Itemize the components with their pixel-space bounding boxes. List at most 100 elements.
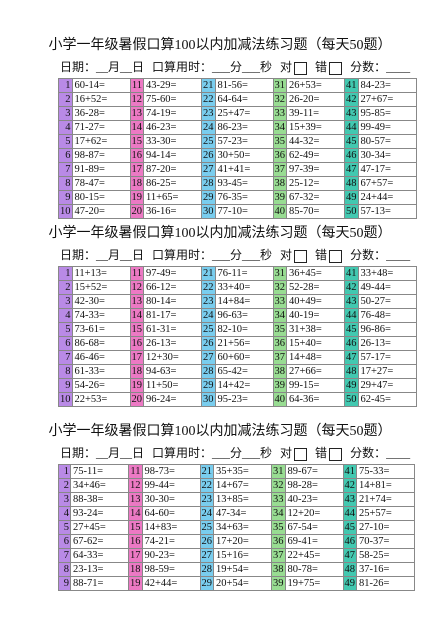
worksheet-title: 小学一年级暑假口算100以内加减法练习题（每天50题） <box>48 424 392 439</box>
problem-text: 62-45= <box>357 392 417 407</box>
problem-text: 25-12= <box>286 176 345 191</box>
problem-number: 39 <box>271 576 286 591</box>
problem-text: 27+67= <box>357 92 417 107</box>
problem-number: 5 <box>58 322 73 337</box>
problem-text: 88-38= <box>70 492 129 507</box>
problem-number: 38 <box>271 562 286 577</box>
problem-text: 82-10= <box>214 322 274 337</box>
info-field: 错 <box>315 246 343 263</box>
problem-text: 29+47= <box>357 378 417 393</box>
problem-number: 48 <box>342 562 357 577</box>
problem-number: 6 <box>58 336 73 351</box>
problem-row: 3 88-38= 13 30-30= 23 13+85= 33 40-23= 43 21+74= <box>58 492 415 507</box>
problem-text: 43-29= <box>143 78 202 93</box>
problem-text: 50-27= <box>357 294 417 309</box>
problem-number: 32 <box>272 280 287 295</box>
problem-text: 86-68= <box>71 336 131 351</box>
problem-number: 2 <box>58 478 71 493</box>
problem-text: 36+45= <box>286 266 345 281</box>
problem-number: 34 <box>272 120 287 135</box>
problem-text: 88-71= <box>70 576 129 591</box>
problem-text: 31+38= <box>286 322 345 337</box>
problem-row: 9 80-15= 19 11+65= 29 76-35= 39 67-32= 49 24+44= <box>58 190 417 205</box>
problem-row: 6 98-87= 16 94-14= 26 30+50= 36 62-49= 46 30-34= <box>58 148 417 163</box>
problem-number: 21 <box>199 464 214 479</box>
problem-text: 14+84= <box>214 294 274 309</box>
info-field: 分数：____ <box>350 60 411 74</box>
problem-number: 16 <box>129 336 144 351</box>
info-line: 日期：__月__日 口算用时：___分___秒对错分数：____ <box>60 58 410 75</box>
problem-text: 24+44= <box>357 190 417 205</box>
problem-number: 22 <box>201 92 216 107</box>
problem-number: 3 <box>58 492 71 507</box>
problem-text: 60+60= <box>214 350 274 365</box>
problem-text: 69-41= <box>284 534 344 549</box>
problem-number: 38 <box>272 364 287 379</box>
info-field: 日期：__月__日 <box>60 446 145 460</box>
check-box <box>329 249 343 263</box>
problem-number: 34 <box>271 506 286 521</box>
problem-row: 6 86-68= 16 26-13= 26 21+56= 36 15+40= 46 26-13= <box>58 336 417 351</box>
problem-row: 8 23-13= 18 98-59= 28 19+54= 38 80-78= 48 37-16= <box>58 562 415 577</box>
problem-number: 27 <box>199 548 214 563</box>
problem-text: 36-16= <box>143 204 202 219</box>
problem-number: 9 <box>58 190 73 205</box>
problem-number: 34 <box>272 308 287 323</box>
problem-number: 41 <box>344 266 359 281</box>
problem-text: 11+13= <box>71 266 131 281</box>
problem-number: 15 <box>129 134 144 149</box>
problem-text: 57-23= <box>214 134 274 149</box>
problem-text: 20+54= <box>213 576 272 591</box>
problem-text: 64-33= <box>70 548 129 563</box>
problem-text: 80-14= <box>143 294 202 309</box>
problem-text: 97-39= <box>286 162 345 177</box>
problem-text: 27+66= <box>286 364 345 379</box>
problem-text: 15+39= <box>286 120 345 135</box>
problem-text: 17+62= <box>71 134 131 149</box>
problem-text: 46-23= <box>143 120 202 135</box>
info-field: 日期：__月__日 <box>60 60 145 74</box>
problem-row: 4 71-27= 14 46-23= 24 86-23= 34 15+39= 44 99-49= <box>58 120 417 135</box>
problem-number: 23 <box>201 294 216 309</box>
problem-number: 48 <box>344 364 359 379</box>
problem-number: 50 <box>344 204 359 219</box>
problem-text: 66-12= <box>143 280 202 295</box>
problem-text: 25+57= <box>356 506 415 521</box>
info-field: 口算用时：___分___秒 <box>152 446 273 460</box>
problem-text: 13+85= <box>213 492 272 507</box>
problem-number: 19 <box>129 190 144 205</box>
problem-number: 41 <box>344 78 359 93</box>
problem-number: 27 <box>201 162 216 177</box>
problem-text: 77-10= <box>214 204 274 219</box>
problem-number: 8 <box>58 562 71 577</box>
problem-text: 12+20= <box>284 506 344 521</box>
problem-number: 31 <box>272 266 287 281</box>
problem-number: 37 <box>272 162 287 177</box>
problem-number: 16 <box>128 534 143 549</box>
problem-text: 30+50= <box>214 148 274 163</box>
problem-text: 64-64= <box>214 92 274 107</box>
problem-number: 49 <box>344 190 359 205</box>
problem-text: 52-28= <box>286 280 345 295</box>
problem-number: 36 <box>271 534 286 549</box>
problem-text: 27-10= <box>356 520 415 535</box>
problem-number: 35 <box>271 520 286 535</box>
problem-text: 81-26= <box>356 576 415 591</box>
problem-text: 95-23= <box>214 392 274 407</box>
problem-text: 41+41= <box>214 162 274 177</box>
problem-number: 50 <box>344 392 359 407</box>
problem-row: 5 17+62= 15 33-30= 25 57-23= 35 44-32= 45 80-57= <box>58 134 417 149</box>
problem-number: 41 <box>342 464 357 479</box>
problem-text: 17+20= <box>213 534 272 549</box>
problem-number: 42 <box>344 92 359 107</box>
problem-number: 15 <box>128 520 143 535</box>
problem-number: 2 <box>58 280 73 295</box>
problem-number: 4 <box>58 120 73 135</box>
problem-text: 73-61= <box>71 322 131 337</box>
problem-text: 47-34= <box>213 506 272 521</box>
problem-number: 32 <box>272 92 287 107</box>
problem-number: 1 <box>58 266 73 281</box>
problem-number: 45 <box>344 134 359 149</box>
check-box <box>294 61 308 75</box>
problem-text: 98-59= <box>141 562 201 577</box>
